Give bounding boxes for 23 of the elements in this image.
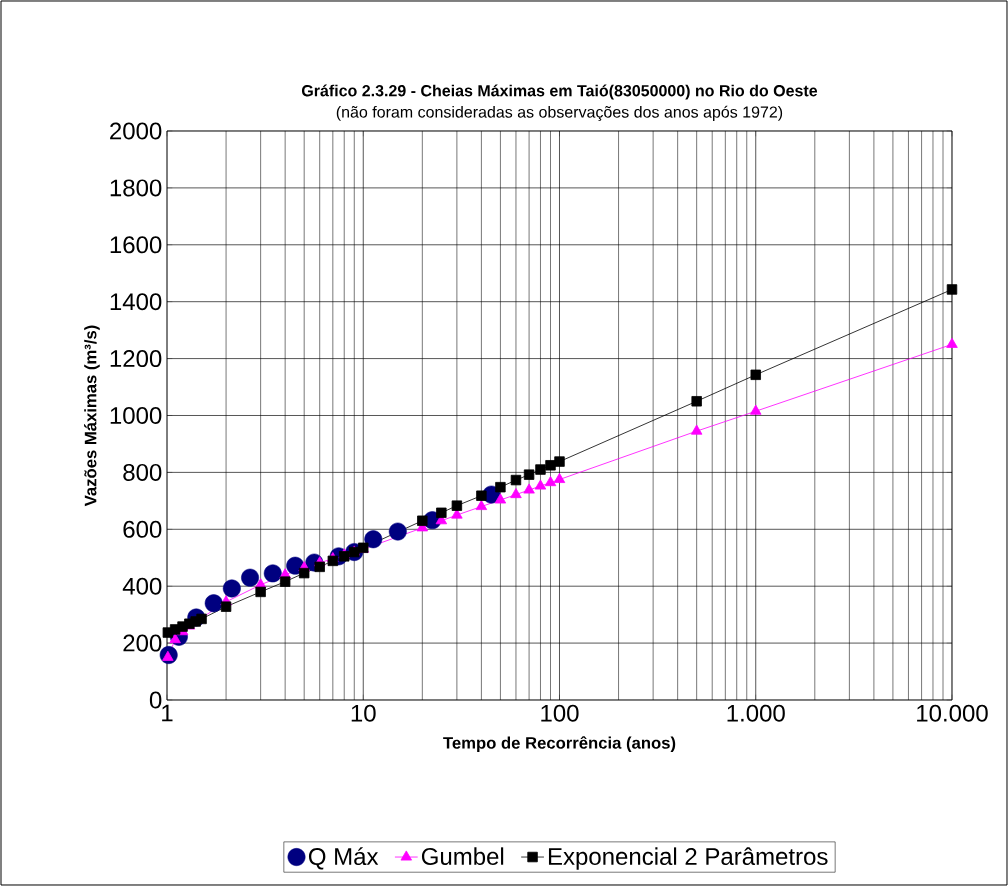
legend-label: Q Máx: [308, 847, 379, 870]
chart-subtitle: (não foram consideradas as observações dos anos após 1972): [336, 105, 783, 121]
x-tick-label: 1: [162, 704, 173, 722]
y-tick-label: 1400: [110, 293, 162, 311]
y-tick-label: 1000: [110, 406, 162, 424]
y-tick-label: 400: [122, 577, 162, 595]
y-tick-label: 200: [123, 634, 162, 652]
y-tick-label: 2000: [110, 122, 162, 140]
x-axis-title: Tempo de Recorrência (anos): [443, 736, 676, 753]
y-tick-label: 0: [149, 691, 162, 709]
y-tick-label: 1600: [110, 236, 162, 254]
x-tick-label: 100: [541, 704, 579, 722]
legend-label: Exponencial 2 Parâmetros: [548, 847, 828, 870]
chart-title: Gráfico 2.3.29 - Cheias Máximas em Taió(83050000) no Rio do Oeste: [301, 84, 818, 100]
y-tick-label: 800: [123, 463, 162, 481]
x-tick-label: 10: [351, 704, 376, 722]
y-tick-label: 1800: [110, 179, 162, 197]
legend-label: Gumbel: [421, 847, 504, 865]
y-tick-label: 600: [123, 520, 162, 538]
x-tick-label: 1.000: [727, 704, 785, 722]
y-axis-title: Vazões Máximas (m³/s): [84, 325, 100, 507]
x-tick-label: 10.000: [917, 704, 988, 722]
y-tick-label: 1200: [110, 350, 162, 368]
